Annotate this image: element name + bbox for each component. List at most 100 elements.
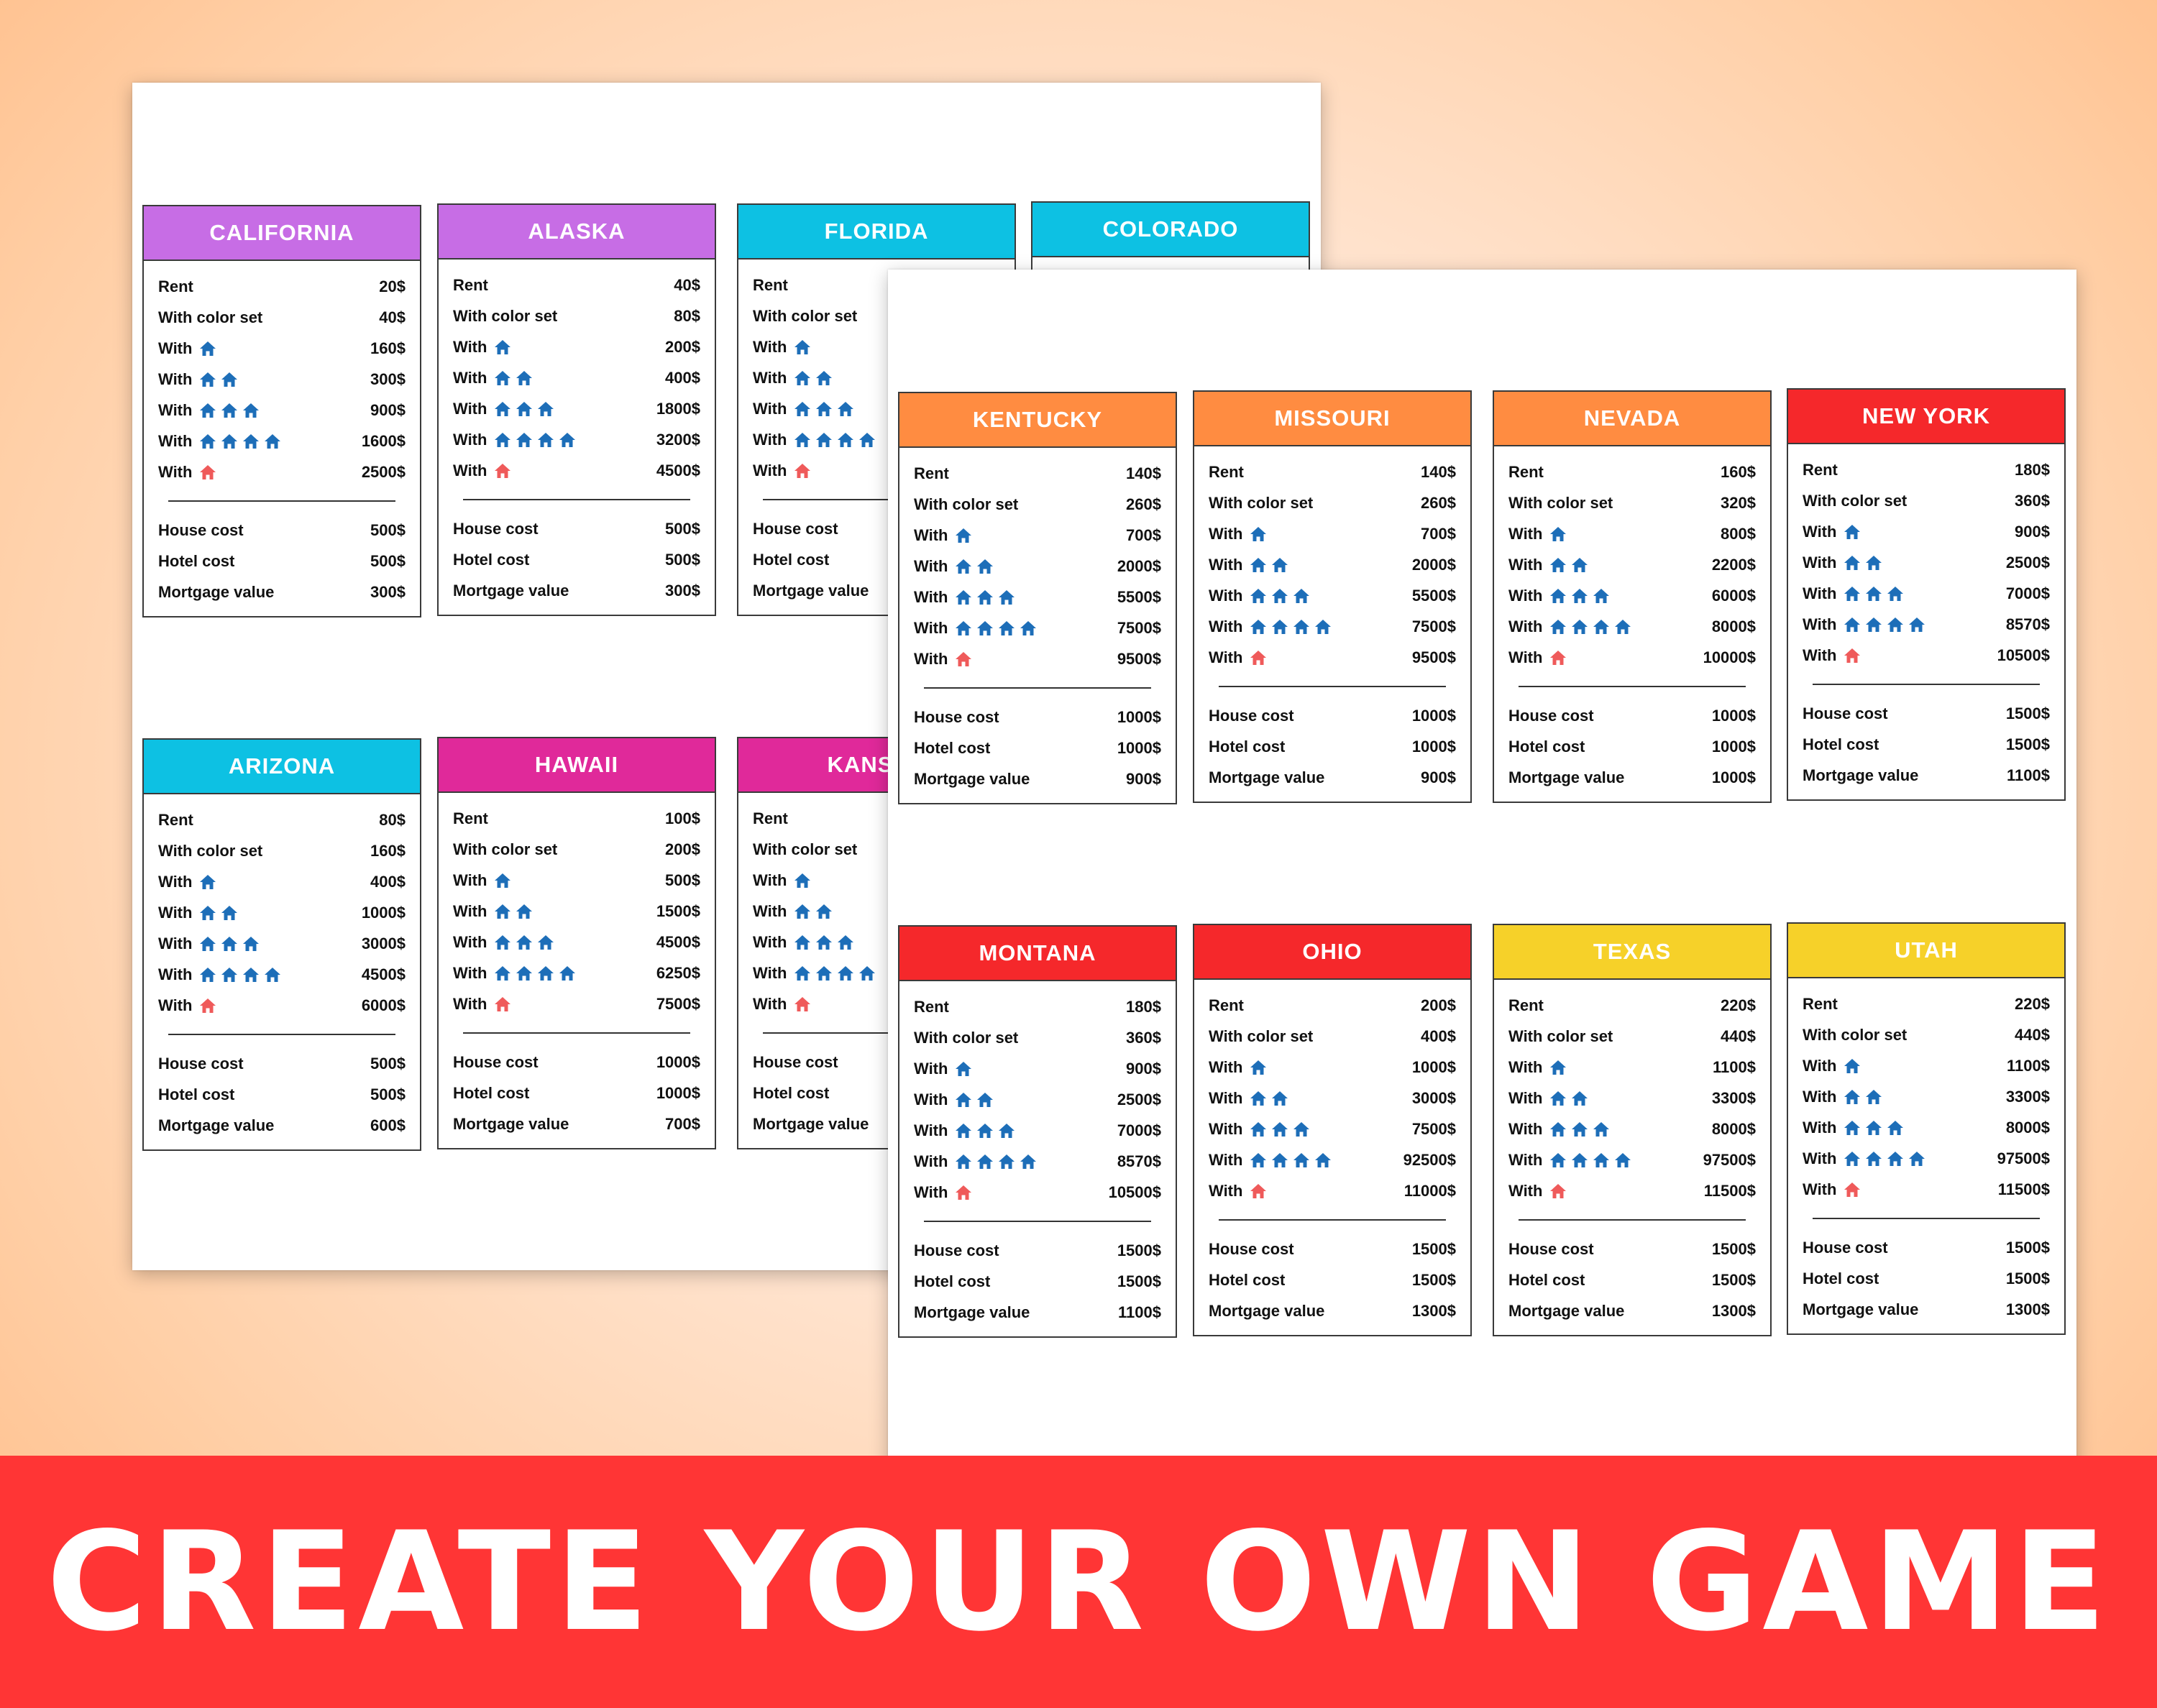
building-icons: [199, 967, 281, 983]
house-icon: [1272, 1121, 1288, 1137]
cost-label: Mortgage value: [453, 581, 569, 600]
rent-value: 2000$: [1117, 556, 1161, 575]
rent-row-label: Rent: [1803, 461, 1838, 479]
house-icon: [243, 433, 260, 449]
cost-label: Mortgage value: [914, 1303, 1030, 1321]
building-icons: [1250, 557, 1288, 573]
property-card[interactable]: NEVADA Rent 160$ With color set 320$ With 800$…: [1493, 390, 1772, 803]
building-icons: [794, 432, 876, 448]
house-icon: [838, 965, 854, 981]
row-label-text: With: [914, 618, 948, 637]
property-card[interactable]: ALASKA Rent 40$ With color set 80$ With 200$ Wi…: [437, 203, 716, 616]
card-rent-table: Rent 200$ With color set 400$ With 1000$ With 3…: [1194, 980, 1470, 1335]
rent-value: 3300$: [1711, 1088, 1756, 1107]
rent-row: With 10000$: [1508, 642, 1756, 673]
house-icon: [816, 432, 833, 447]
rent-row-label: With: [1803, 646, 1861, 665]
rent-row-label: With: [158, 339, 216, 358]
cost-label: Hotel cost: [453, 550, 530, 569]
building-icons: [794, 463, 811, 479]
row-label-text: With: [914, 587, 948, 606]
rent-row-label: With color set: [1209, 1027, 1313, 1046]
building-icons: [1844, 617, 1925, 633]
hotel-icon: [956, 1185, 972, 1200]
house-icon: [516, 432, 533, 447]
property-card[interactable]: NEW YORK Rent 180$ With color set 360$ With 90…: [1787, 388, 2066, 801]
row-label-text: With: [1508, 1119, 1543, 1138]
divider: [1219, 686, 1446, 687]
property-card[interactable]: MONTANA Rent 180$ With color set 360$ With 900…: [898, 925, 1177, 1338]
rent-value: 4500$: [361, 965, 406, 983]
hotel-icon: [1250, 650, 1267, 665]
rent-row: Rent 100$: [453, 803, 700, 834]
row-label-text: With color set: [914, 495, 1019, 513]
building-icons: [1844, 1120, 1904, 1136]
rent-row: With 7500$: [453, 988, 700, 1019]
house-icon: [559, 432, 576, 447]
cost-row: House cost 1500$: [1508, 1234, 1756, 1264]
row-label-text: With: [453, 399, 487, 418]
property-card[interactable]: CALIFORNIA Rent 20$ With color set 40$ With 16…: [142, 205, 421, 617]
house-icon: [794, 432, 811, 447]
property-card[interactable]: HAWAII Rent 100$ With color set 200$ With 500$…: [437, 737, 716, 1149]
rent-value: 1100$: [1713, 1057, 1756, 1076]
rent-value: 360$: [2015, 491, 2050, 510]
rent-row: With 7500$: [1209, 611, 1456, 642]
building-icons: [1844, 586, 1904, 602]
rent-row: With: [753, 455, 1000, 486]
cost-label: Hotel cost: [158, 551, 235, 570]
building-icons: [794, 873, 811, 889]
rent-row: With 500$: [453, 865, 700, 896]
rent-row-label: With: [753, 431, 876, 449]
rent-row-label: With: [158, 904, 238, 922]
rent-value: 160$: [370, 339, 406, 357]
rent-row-label: With color set: [753, 307, 857, 326]
cost-value: 1300$: [2005, 1300, 2050, 1318]
cost-label: Hotel cost: [1803, 1269, 1879, 1287]
rent-row: With: [753, 988, 1000, 1019]
cost-label: Hotel cost: [753, 550, 830, 569]
house-icon: [1550, 1121, 1567, 1137]
rent-row: With: [753, 424, 1000, 455]
hotel-icon: [956, 651, 972, 666]
cost-label: House cost: [158, 520, 244, 539]
property-card[interactable]: ARIZONA Rent 80$ With color set 160$ With 400$…: [142, 738, 421, 1151]
row-label-text: With: [453, 871, 487, 889]
rent-value: 7000$: [1117, 1121, 1161, 1139]
building-icons: [199, 936, 260, 952]
property-card[interactable]: OHIO Rent 200$ With color set 400$ With 1000$ W…: [1193, 924, 1472, 1336]
rent-value: 2500$: [361, 462, 406, 481]
house-icon: [1593, 588, 1610, 603]
house-icon: [495, 432, 511, 447]
house-icon: [200, 967, 216, 982]
building-icons: [1549, 588, 1610, 604]
rent-row: Rent 180$: [914, 991, 1161, 1022]
rent-row: Rent 160$: [1508, 456, 1756, 487]
rent-row: With 4500$: [158, 959, 406, 990]
rent-row-label: With: [158, 432, 281, 451]
card-rent-table: Rent 180$ With color set 360$ With 900$ With 25…: [1788, 444, 2064, 799]
house-icon: [1315, 1152, 1332, 1167]
house-icon: [1250, 1091, 1267, 1106]
rent-value: 20$: [379, 277, 406, 295]
house-icon: [495, 873, 511, 888]
property-card[interactable]: UTAH Rent 220$ With color set 440$ With 1100$ W…: [1787, 922, 2066, 1335]
property-card[interactable]: MISSOURI Rent 140$ With color set 260$ With 70…: [1193, 390, 1472, 803]
hotel-icon: [200, 998, 216, 1013]
house-icon: [1572, 1121, 1588, 1137]
property-card[interactable]: TEXAS Rent 220$ With color set 440$ With 1100$…: [1493, 924, 1772, 1336]
rent-row: Rent: [753, 803, 1000, 834]
property-card[interactable]: KENTUCKY Rent 140$ With color set 260$ With 70…: [898, 392, 1177, 804]
rent-row-label: With: [1209, 648, 1267, 667]
house-icon: [538, 965, 554, 981]
rent-value: 700$: [1421, 524, 1456, 543]
house-icon: [794, 904, 811, 919]
row-label-text: With: [914, 649, 948, 668]
rent-row-label: With: [453, 871, 511, 890]
rent-row: With 3000$: [1209, 1083, 1456, 1114]
rent-row-label: With: [914, 1152, 1037, 1171]
house-icon: [977, 1123, 994, 1138]
rent-value: 200$: [1421, 996, 1456, 1014]
rent-row: With 6000$: [158, 990, 406, 1021]
rent-value: 7500$: [656, 994, 700, 1013]
